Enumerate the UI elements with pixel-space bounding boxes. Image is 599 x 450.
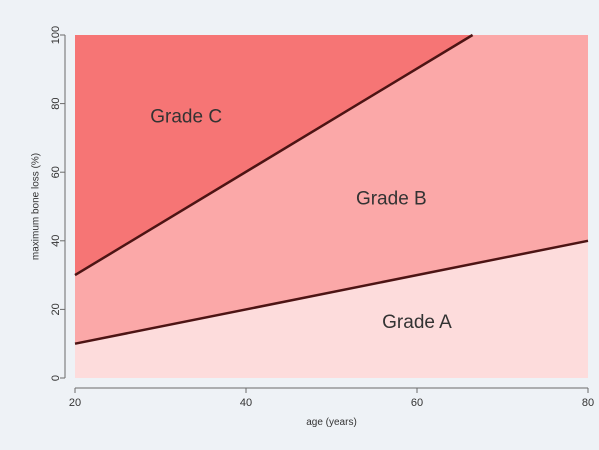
grade-b-c-boundary-line: [74, 33, 474, 277]
x-tick-label: 80: [582, 397, 594, 409]
x-axis-title: age (years): [306, 417, 357, 428]
grade-a-label: Grade A: [382, 312, 452, 333]
y-tick-label: 0: [50, 375, 62, 381]
y-tick-label: 100: [50, 26, 62, 44]
y-axis-title: maximum bone loss (%): [31, 153, 42, 260]
y-tick-label: 80: [50, 97, 62, 109]
grade-a-b-boundary-line: [74, 239, 589, 345]
y-tick-label: 40: [50, 235, 62, 247]
y-tick-label: 60: [50, 166, 62, 178]
grade-b-label: Grade B: [356, 189, 427, 210]
x-tick-label: 40: [240, 397, 252, 409]
x-tick-label: 60: [411, 397, 423, 409]
grade-a-region: [75, 240, 588, 378]
y-tick-label: 20: [50, 303, 62, 315]
grade-c-label: Grade C: [150, 106, 222, 127]
x-tick-label: 20: [69, 397, 81, 409]
